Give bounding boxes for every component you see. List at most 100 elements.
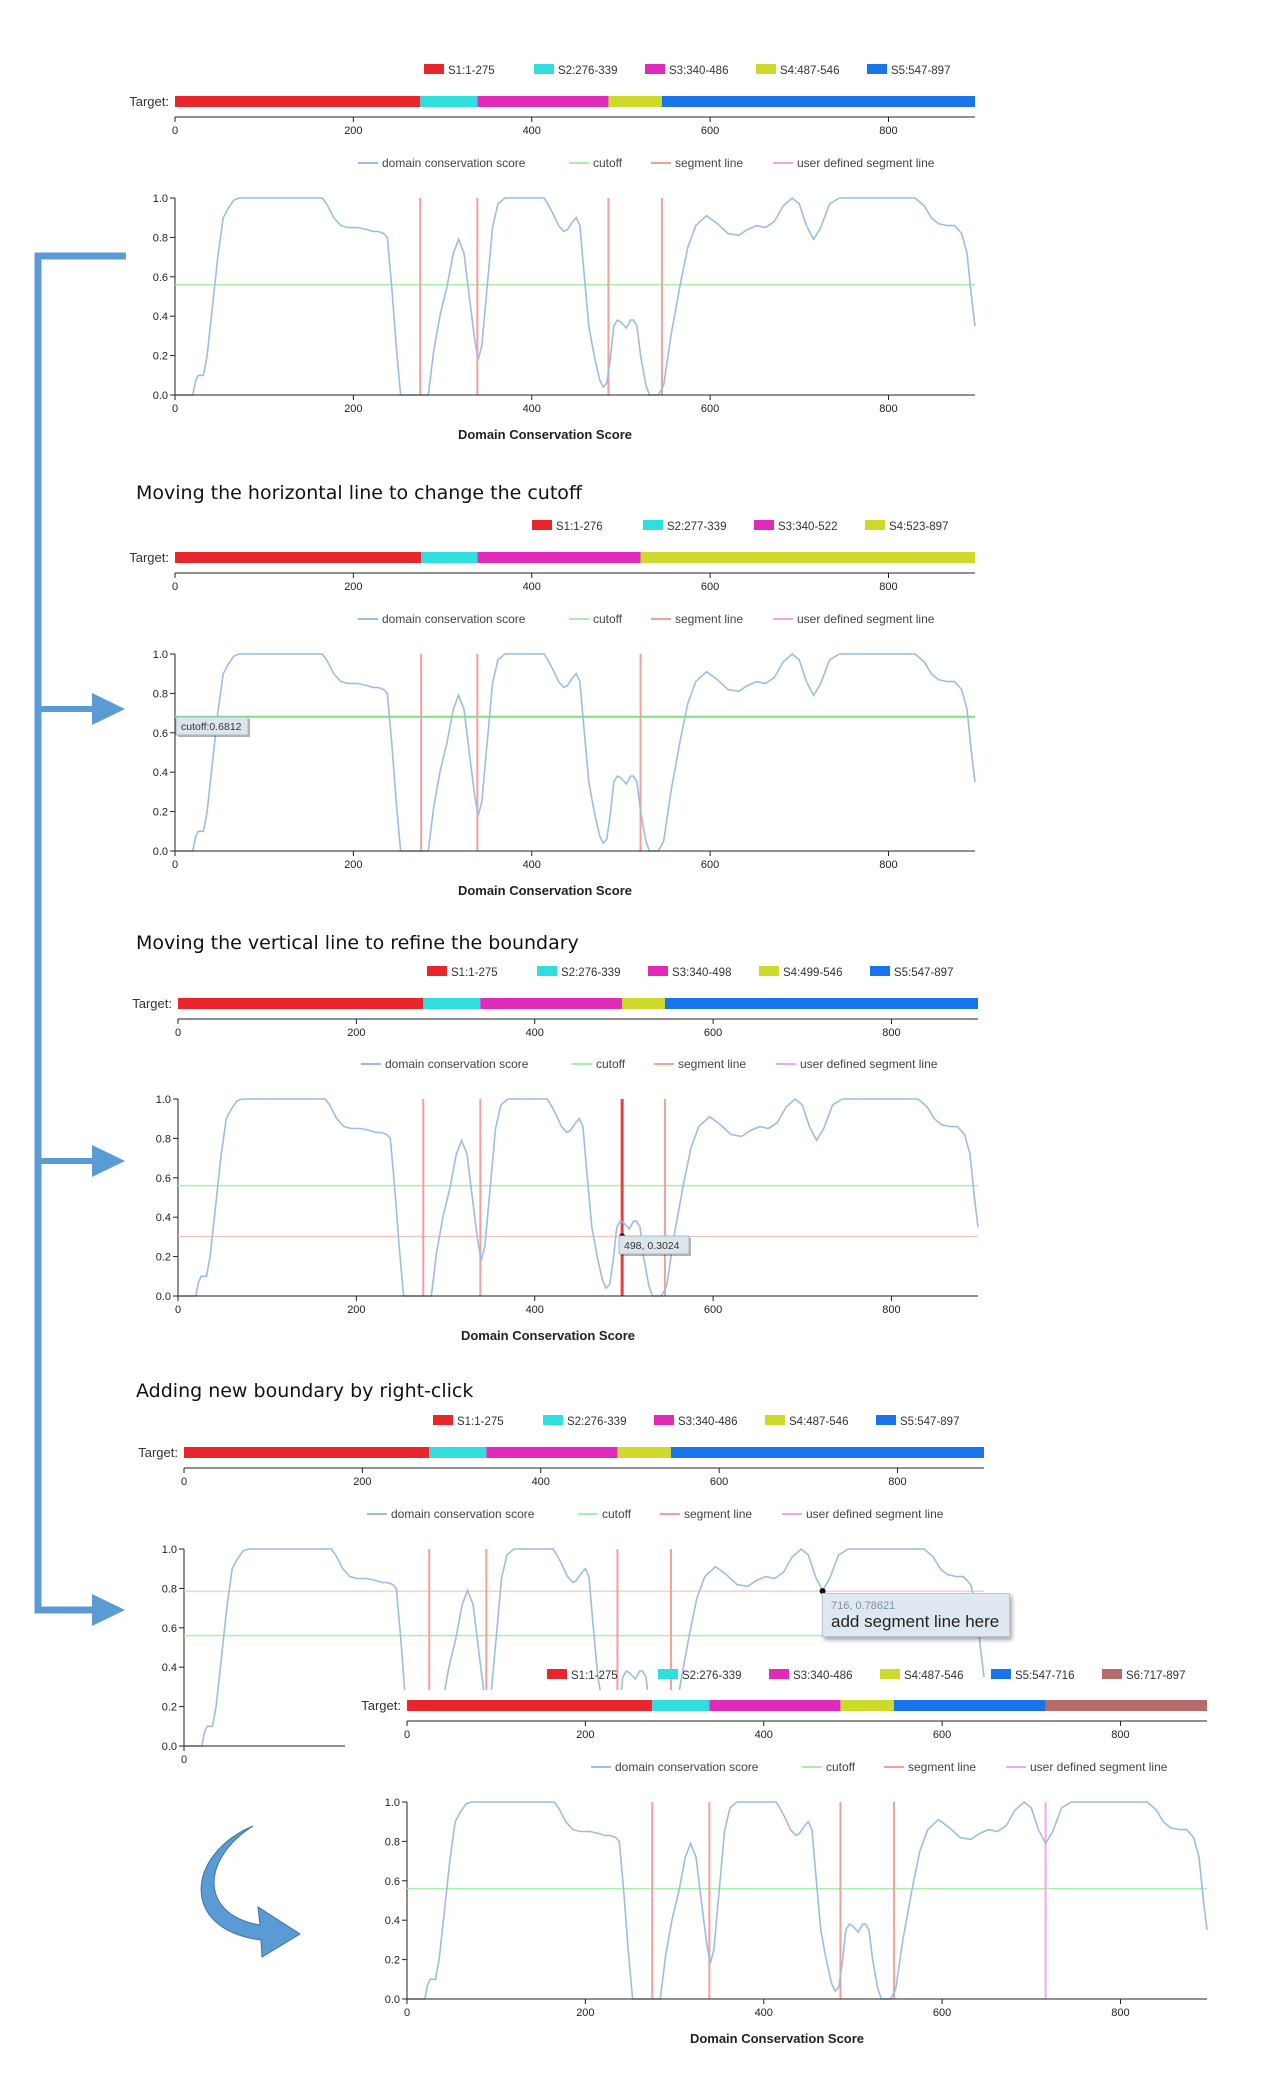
- segment-block[interactable]: [640, 552, 975, 563]
- segment-block[interactable]: [652, 1700, 710, 1711]
- segment-legend-label: S2:276-339: [682, 1670, 741, 1682]
- segment-legend-label: S1:1-275: [448, 65, 495, 77]
- y-axis-tick-label: 0.6: [385, 1876, 400, 1888]
- target-label: Target:: [361, 1698, 401, 1713]
- score-plot: domain conservation score cutoff segment l…: [153, 156, 976, 442]
- segment-legend-label: S2:277-339: [667, 521, 726, 533]
- target-axis-tick-label: 600: [933, 1729, 951, 1741]
- segment-block[interactable]: [178, 998, 424, 1009]
- segment-legend-label: S2:276-339: [561, 967, 620, 979]
- curved-arrow-icon: [200, 1825, 301, 1958]
- cutoff-tooltip: cutoff:0.6812: [175, 716, 250, 737]
- segment-legend-label: S3:340-522: [778, 521, 837, 533]
- y-axis-tick-label: 0.4: [153, 767, 168, 779]
- target-axis-tick-label: 200: [344, 581, 362, 593]
- add-segment-line-menu-item[interactable]: add segment line here: [831, 1612, 1000, 1631]
- target-axis-tick-label: 600: [710, 1476, 728, 1488]
- y-axis-tick-label: 0.6: [162, 1623, 177, 1635]
- segment-legend-label: S3:340-486: [793, 1670, 852, 1682]
- y-axis-tick-label: 0.0: [162, 1741, 177, 1753]
- add-segment-popup[interactable]: 716, 0.78621 add segment line here: [822, 1593, 1011, 1637]
- x-axis-tick-label: 800: [882, 1304, 900, 1316]
- segment-legend-swatch: [876, 1415, 896, 1425]
- x-axis-title: Domain Conservation Score: [458, 427, 632, 442]
- segment-block[interactable]: [423, 998, 481, 1009]
- target-axis-tick-label: 0: [175, 1027, 181, 1039]
- x-axis-tick-label: 0: [175, 1304, 181, 1316]
- y-axis-tick-label: 0.0: [153, 846, 168, 858]
- plot-area: [175, 196, 976, 396]
- segment-block[interactable]: [840, 1700, 894, 1711]
- plot-legend-label: cutoff: [602, 1507, 632, 1521]
- cursor-point: [819, 1588, 826, 1595]
- segment-legend-label: S1:1-275: [451, 967, 498, 979]
- y-axis-tick-label: 0.8: [385, 1836, 400, 1848]
- x-axis-tick-label: 0: [404, 2007, 410, 2019]
- target-axis-tick-label: 600: [704, 1027, 722, 1039]
- segment-legend-swatch: [865, 520, 885, 530]
- plot-legend-label: cutoff: [826, 1760, 856, 1774]
- x-axis-tick-label: 0: [172, 403, 178, 415]
- segment-block[interactable]: [477, 552, 641, 563]
- segment-legend-label: S4:487-546: [904, 1670, 963, 1682]
- target-axis-tick-label: 0: [404, 1729, 410, 1741]
- target-axis-tick-label: 200: [347, 1027, 365, 1039]
- segment-legend-label: S5:547-897: [900, 1416, 959, 1428]
- plot-area: [184, 1547, 985, 1747]
- y-axis-tick-label: 0.8: [162, 1583, 177, 1595]
- segment-legend-label: S3:340-486: [678, 1416, 737, 1428]
- y-axis-tick-label: 0.2: [162, 1702, 177, 1714]
- segment-block[interactable]: [709, 1700, 841, 1711]
- target-axis-tick-label: 0: [181, 1476, 187, 1488]
- segment-legend-swatch: [645, 64, 665, 74]
- x-axis-tick-label: 600: [933, 2007, 951, 2019]
- segment-block[interactable]: [1045, 1700, 1207, 1711]
- segment-block[interactable]: [622, 998, 665, 1009]
- plot-legend-label: user defined segment line: [800, 1057, 938, 1071]
- y-axis-tick-label: 0.8: [156, 1133, 171, 1145]
- segment-block[interactable]: [893, 1700, 1046, 1711]
- segment-block[interactable]: [617, 1447, 671, 1458]
- segment-legend-swatch: [658, 1669, 678, 1679]
- segment-block[interactable]: [477, 96, 609, 107]
- segment-legend-swatch: [534, 64, 554, 74]
- segment-legend-swatch: [769, 1669, 789, 1679]
- segment-block[interactable]: [661, 96, 975, 107]
- boundary-tooltip: 498, 0.3024: [618, 1235, 691, 1256]
- segment-block[interactable]: [664, 998, 978, 1009]
- segment-block[interactable]: [486, 1447, 618, 1458]
- y-axis-tick-label: 0.0: [385, 1994, 400, 2006]
- target-axis-tick-label: 800: [1111, 1729, 1129, 1741]
- target-label: Target:: [138, 1445, 178, 1460]
- y-axis-tick-label: 1.0: [156, 1094, 171, 1106]
- plot-legend-label: cutoff: [593, 156, 623, 170]
- tooltip-box: [618, 1235, 690, 1255]
- target-axis-tick-label: 0: [172, 581, 178, 593]
- segment-block[interactable]: [670, 1447, 984, 1458]
- segment-legend-label: S3:340-498: [672, 967, 731, 979]
- x-axis-tick-label: 600: [701, 403, 719, 415]
- y-axis-tick-label: 1.0: [153, 649, 168, 661]
- segment-legend-swatch: [547, 1669, 567, 1679]
- segment-block[interactable]: [420, 96, 478, 107]
- segment-block[interactable]: [480, 998, 623, 1009]
- segment-legend-label: S6:717-897: [1126, 1670, 1185, 1682]
- x-axis-title: Domain Conservation Score: [458, 883, 632, 898]
- target-axis-tick-label: 600: [701, 581, 719, 593]
- plot-legend-label: domain conservation score: [382, 612, 526, 626]
- segment-block[interactable]: [429, 1447, 487, 1458]
- y-axis-tick-label: 0.6: [153, 272, 168, 284]
- segment-block[interactable]: [175, 552, 422, 563]
- y-axis-tick-label: 0.4: [153, 311, 168, 323]
- segment-block[interactable]: [608, 96, 662, 107]
- plot-legend-label: cutoff: [593, 612, 623, 626]
- segment-block[interactable]: [407, 1700, 653, 1711]
- y-axis-tick-label: 0.0: [156, 1291, 171, 1303]
- tooltip-box: [175, 716, 249, 736]
- segment-legend-label: S2:276-339: [567, 1416, 626, 1428]
- plot-legend-label: domain conservation score: [615, 1760, 759, 1774]
- segment-block[interactable]: [421, 552, 478, 563]
- segment-block[interactable]: [175, 96, 421, 107]
- segment-block[interactable]: [184, 1447, 430, 1458]
- target-axis-tick-label: 200: [353, 1476, 371, 1488]
